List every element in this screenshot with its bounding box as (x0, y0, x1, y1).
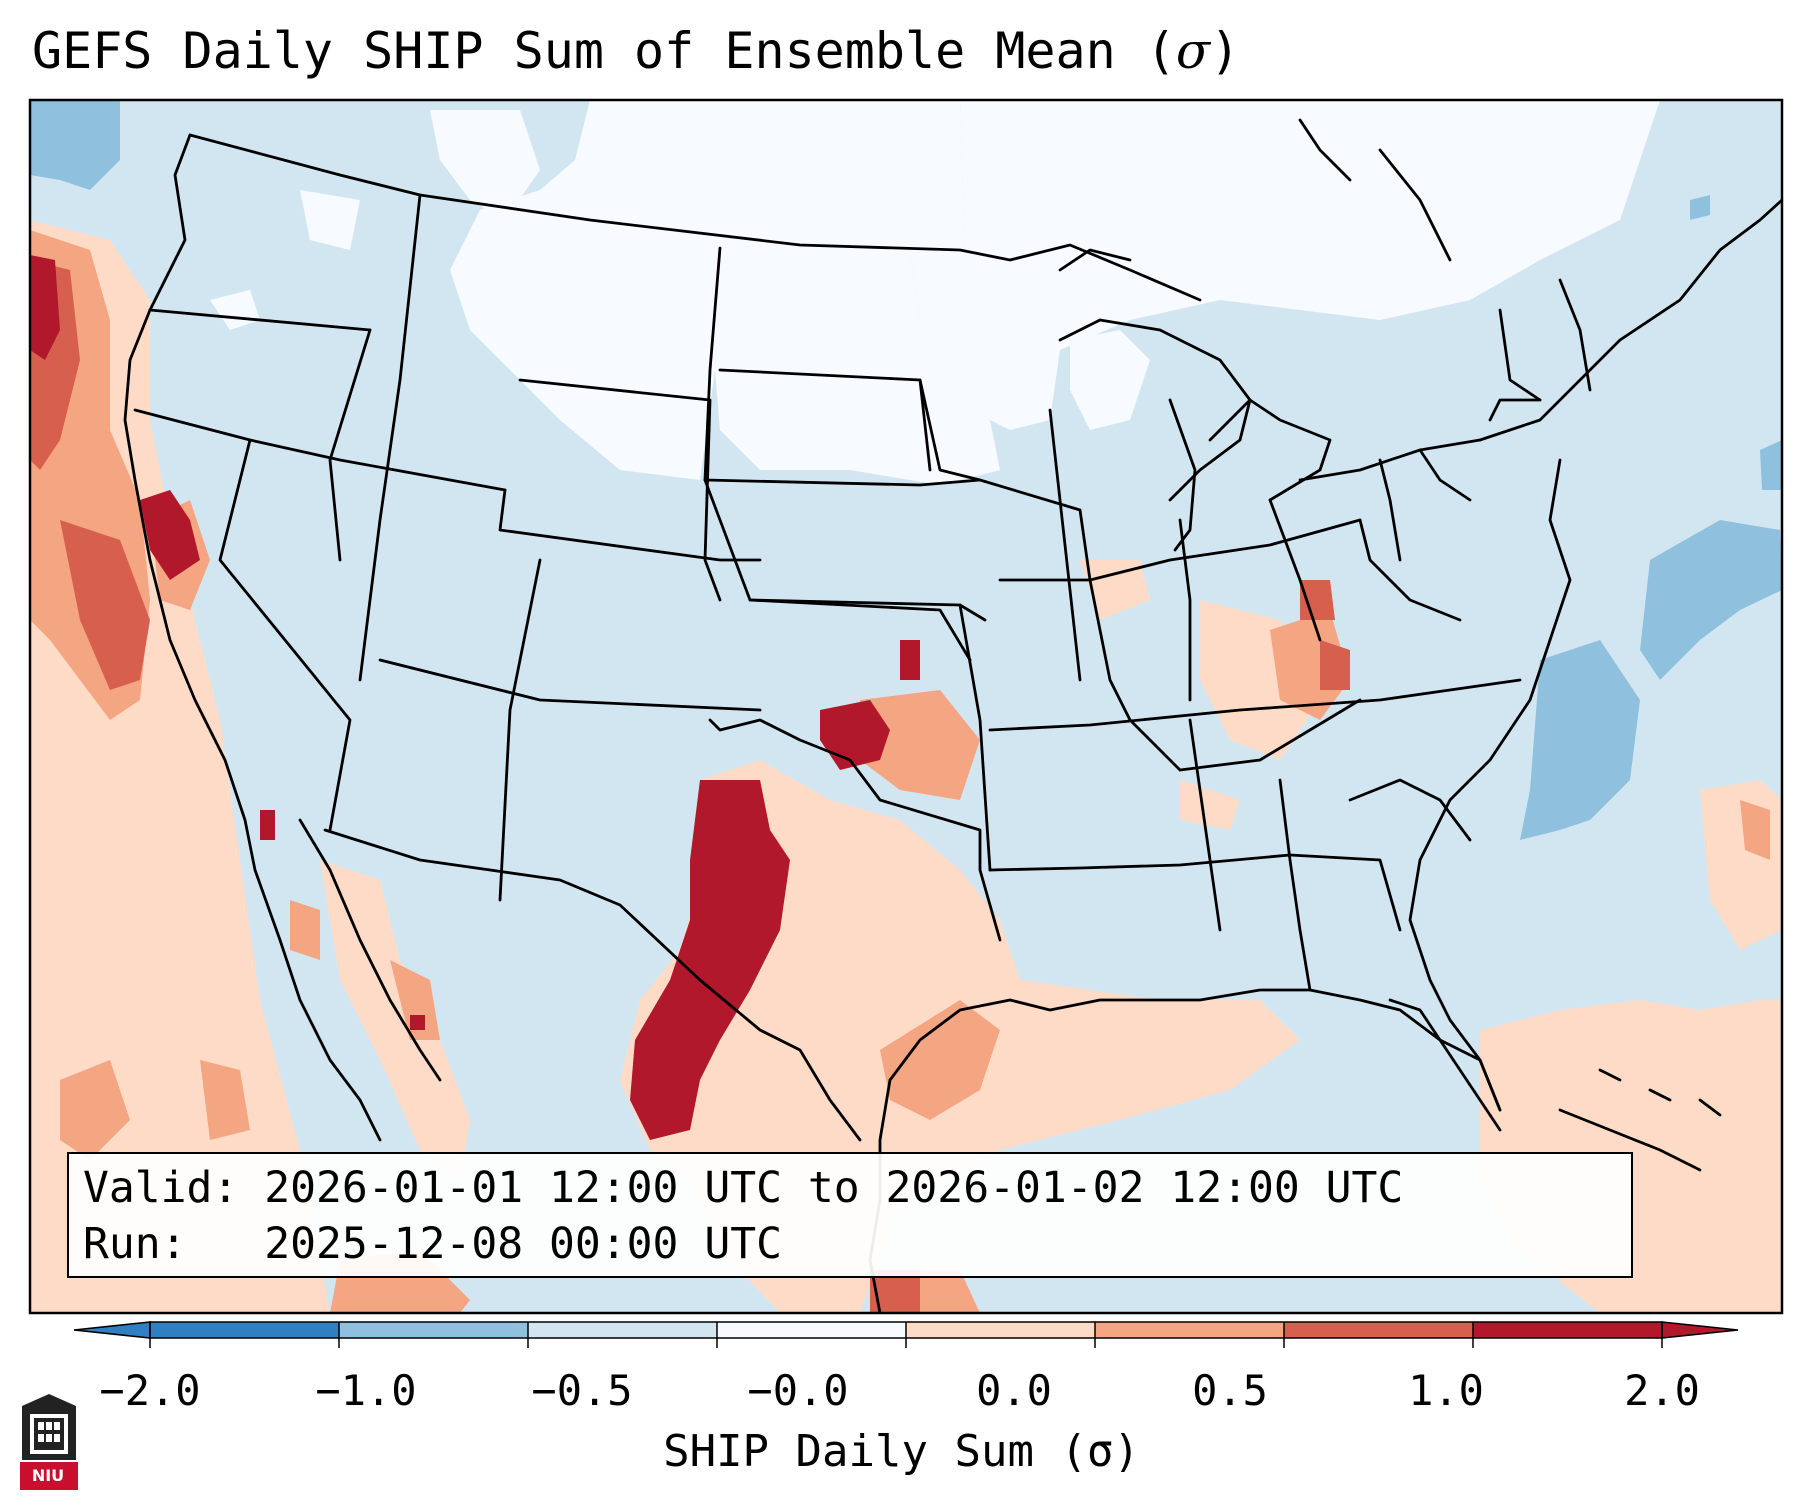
colorbar-label: SHIP Daily Sum (σ) (663, 1426, 1140, 1477)
colorbar-tick-label: 2.0 (1624, 1366, 1700, 1415)
colorbar-tick-label: 0.0 (976, 1366, 1052, 1415)
field-positive-extreme (30, 255, 920, 1140)
colorbar-segment (1284, 1322, 1474, 1338)
map-frame (28, 98, 1784, 1315)
valid-line: Valid: 2026-01-01 12:00 UTC to 2026-01-0… (83, 1163, 1404, 1213)
map-panel (30, 100, 1782, 1313)
niu-logo (20, 1394, 78, 1490)
colorbar-segment (1095, 1322, 1285, 1338)
colorbar-segment (339, 1322, 529, 1338)
colorbar-extend-low (73, 1321, 151, 1339)
colorbar-segment (528, 1322, 718, 1338)
sigma-symbol: σ (1175, 22, 1211, 80)
colorbar-segment (1473, 1322, 1663, 1338)
colorbar-segment (906, 1322, 1096, 1338)
colorbar-tick-label: −1.0 (315, 1366, 417, 1415)
colorbar-segment (717, 1322, 907, 1338)
colorbar (73, 1321, 1739, 1348)
run-line: Run: 2025-12-08 00:00 UTC (83, 1219, 782, 1269)
valid-run-box: Valid: 2026-01-01 12:00 UTC to 2026-01-0… (67, 1152, 1633, 1278)
title-text: GEFS Daily SHIP Sum of Ensemble Mean ( (32, 22, 1176, 80)
colorbar-tick-label: −0.0 (747, 1366, 849, 1415)
field-neutral-region (210, 100, 1660, 485)
title-close: ) (1210, 22, 1241, 80)
colorbar-tick-label: 0.5 (1192, 1366, 1268, 1415)
colorbar-tick-label: −0.5 (531, 1366, 633, 1415)
colorbar-tick-label: −2.0 (99, 1366, 201, 1415)
colorbar-segment (150, 1322, 340, 1338)
niu-logo-text: NIU (31, 1466, 65, 1485)
map-borders (123, 118, 1782, 1313)
colorbar-tick-label: 1.0 (1408, 1366, 1484, 1415)
colorbar-extend-high (1661, 1321, 1739, 1339)
field-negative-patches (30, 100, 1782, 840)
map-title: GEFS Daily SHIP Sum of Ensemble Mean (σ) (32, 22, 1240, 80)
